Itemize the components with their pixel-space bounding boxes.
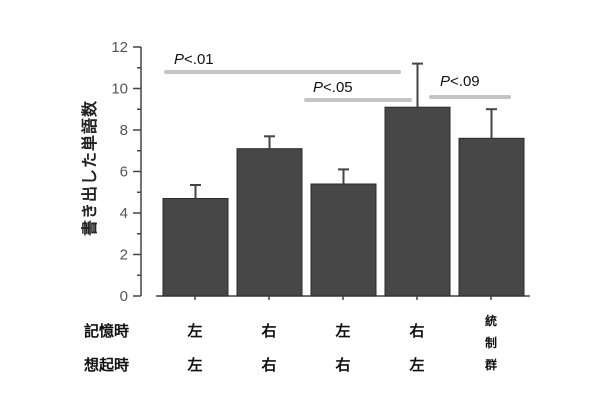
recall-cell-2: 右 (261, 356, 277, 374)
bar-left-left (162, 198, 229, 297)
y-tick-10: 10 (111, 81, 128, 98)
x-axis (156, 295, 530, 300)
recall-cell-1: 左 (187, 356, 203, 374)
y-tick-2: 2 (120, 247, 128, 264)
bar-left-right (310, 183, 377, 297)
sig-label-p09: P<.09 (440, 73, 480, 90)
p-letter: P (174, 51, 184, 68)
bars (162, 106, 525, 297)
y-axis-label: 書き出した単語数 (80, 99, 99, 237)
recall-cell-3: 右 (335, 356, 351, 374)
bar-right-right (236, 148, 303, 297)
significance-lines (164, 70, 511, 102)
y-tick-8: 8 (120, 122, 128, 139)
y-tick-4: 4 (120, 205, 128, 222)
memorize-cell-1: 左 (187, 322, 203, 340)
control-char-2: 制 (484, 336, 497, 350)
bar-control (458, 137, 525, 297)
y-tick-0: 0 (120, 288, 128, 305)
error-bars (190, 62, 497, 199)
memorize-cell-3: 左 (335, 322, 351, 340)
sig-label-p05: P<.05 (313, 79, 353, 96)
row-label-memorize: 記憶時 (84, 322, 130, 340)
y-axis (133, 46, 142, 297)
bar-right-left (384, 106, 451, 297)
y-tick-labels: 0 2 4 6 8 10 12 (111, 39, 128, 305)
memorize-cell-2: 右 (261, 322, 277, 340)
control-char-3: 群 (484, 358, 497, 372)
y-tick-12: 12 (111, 39, 128, 56)
memorize-cell-4: 右 (409, 322, 425, 340)
significance-labels: P<.01 P<.05 P<.09 (174, 51, 480, 96)
recall-cell-4: 左 (409, 356, 425, 374)
row-label-recall: 想起時 (84, 356, 130, 374)
control-char-1: 統 (484, 314, 497, 328)
y-tick-6: 6 (120, 164, 128, 181)
sig-label-p01: P<.01 (174, 51, 214, 68)
control-group-label: 統 制 群 (481, 310, 501, 376)
p01-rest: <.01 (184, 51, 214, 68)
